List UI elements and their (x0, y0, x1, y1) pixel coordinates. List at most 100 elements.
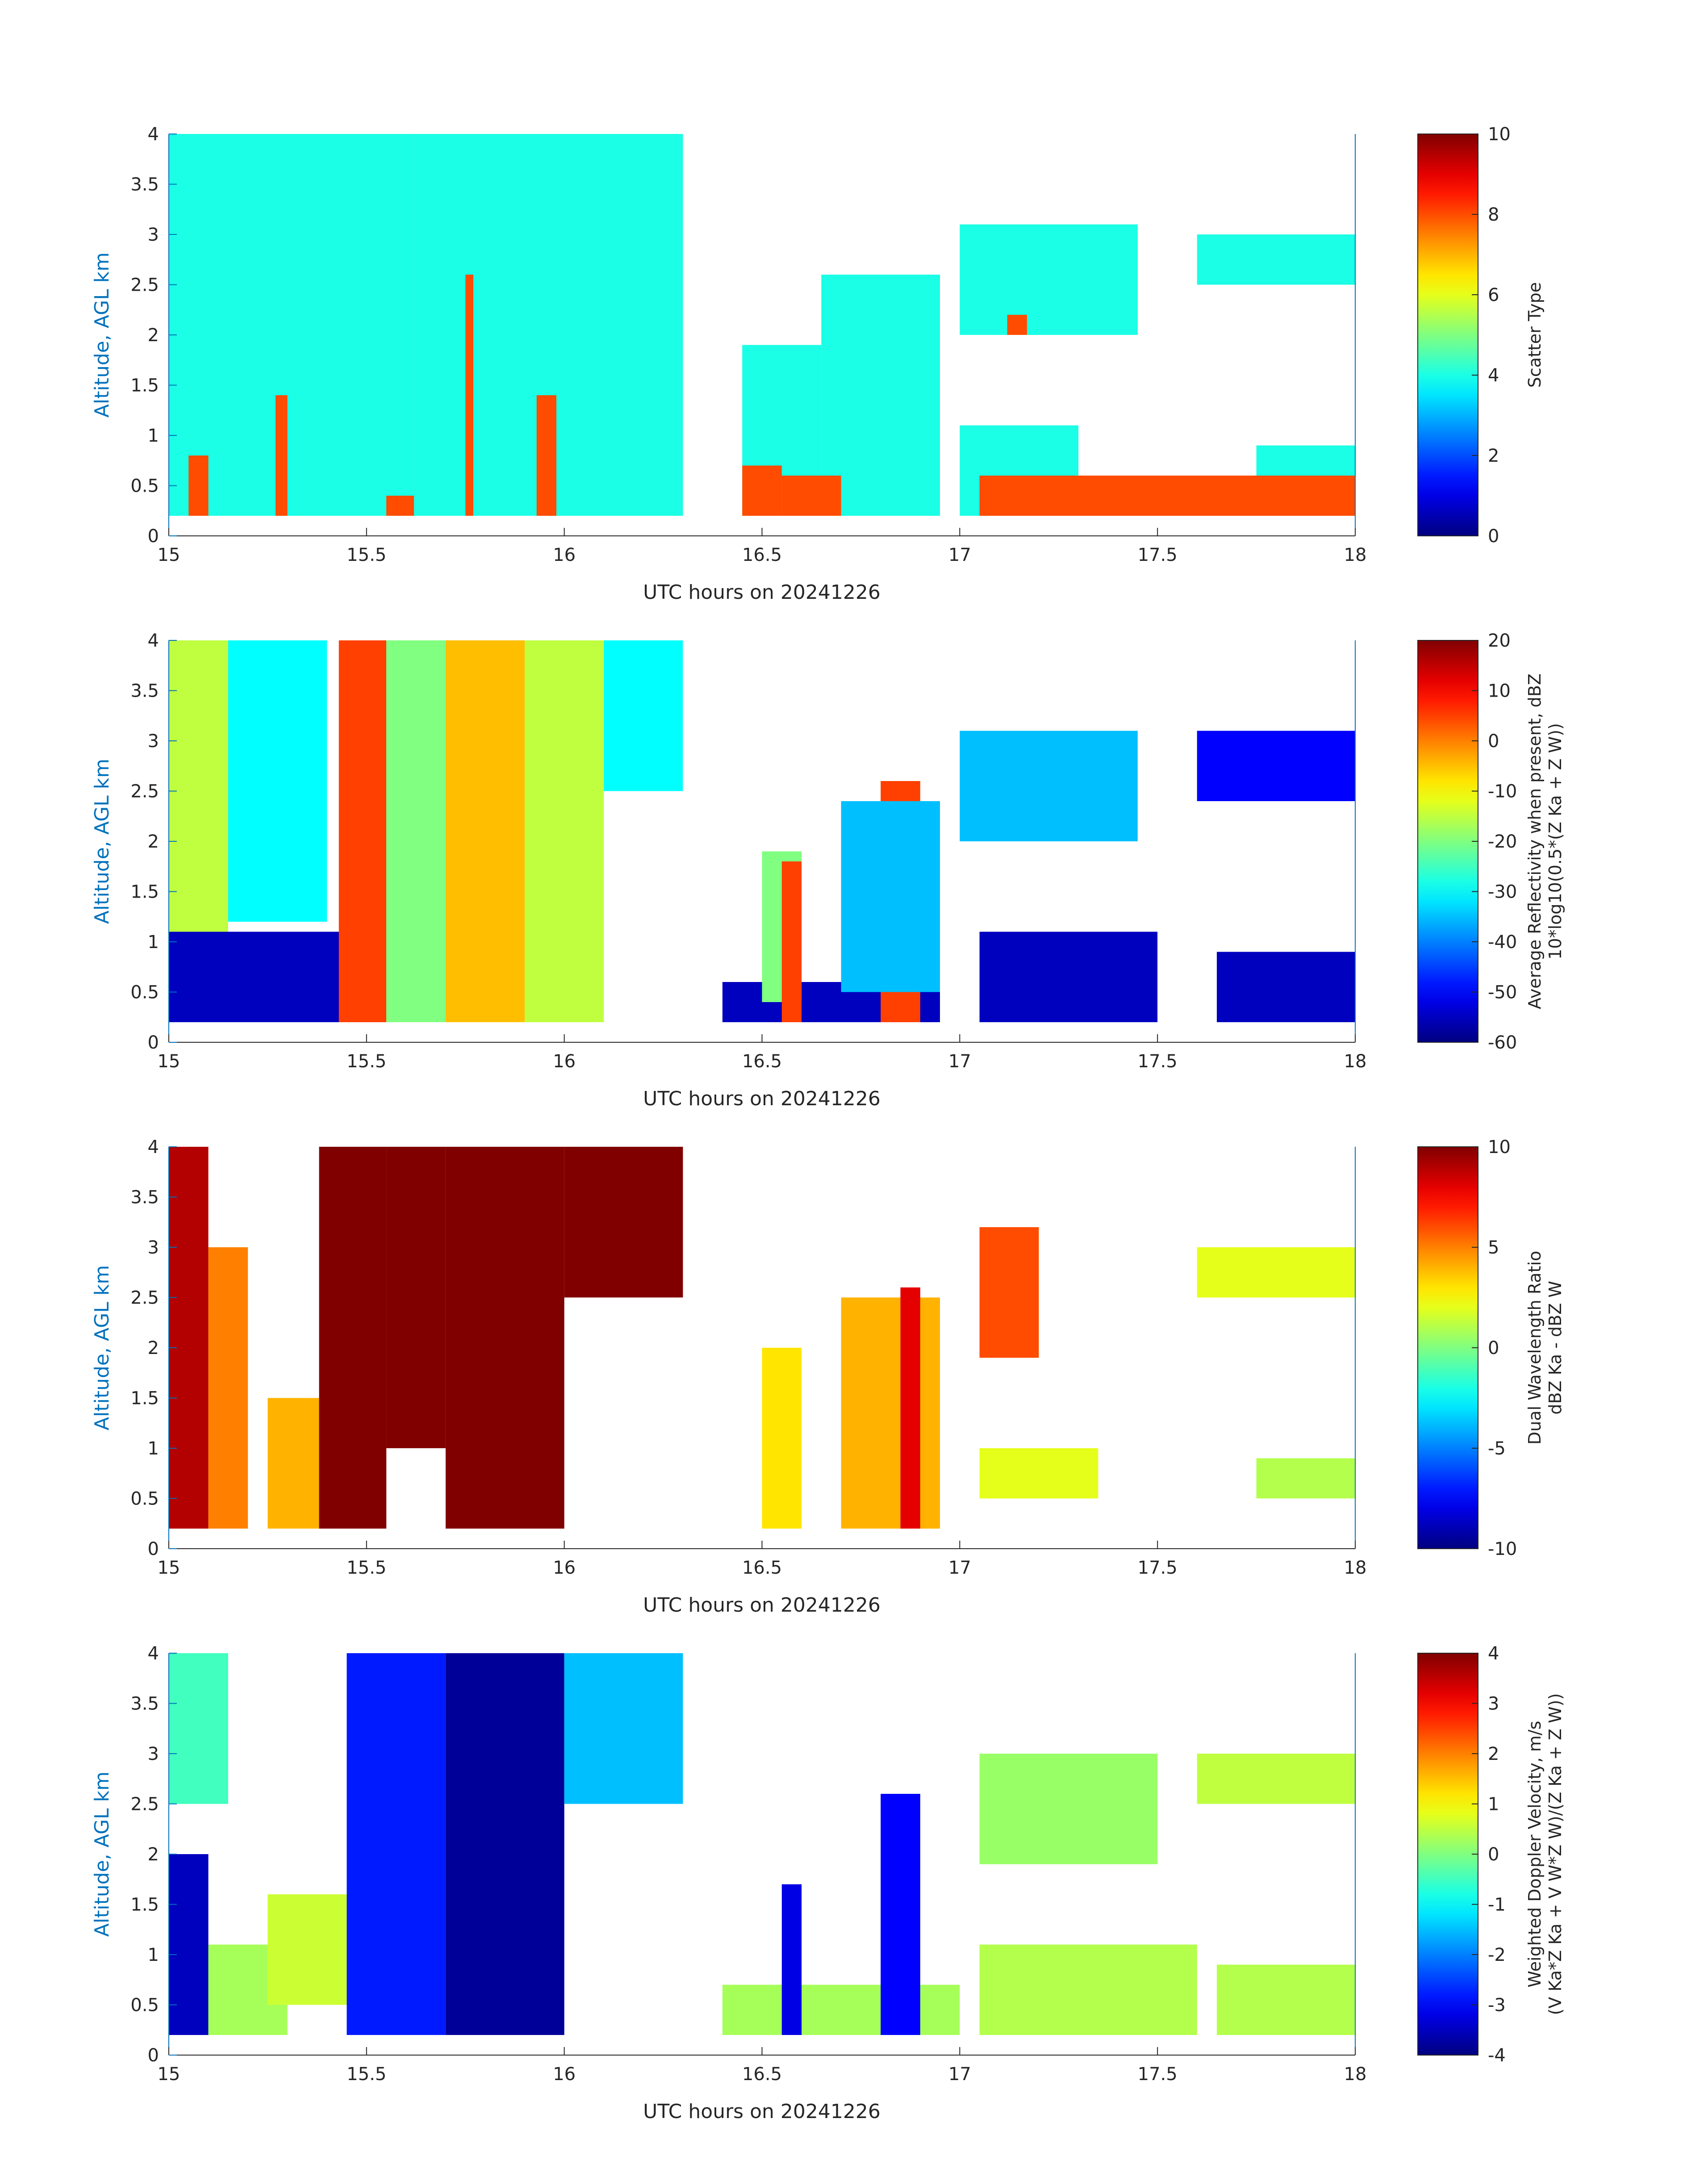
heatmap-cell (446, 1147, 564, 1529)
heatmap-cell (564, 1653, 683, 1804)
heatmap-cell (169, 932, 347, 1022)
x-tick-label: 18 (1344, 545, 1367, 565)
y-tick-label: 0 (148, 1032, 159, 1053)
y-tick-label: 2.5 (130, 781, 159, 802)
heatmap-cell (900, 1287, 920, 1529)
y-tick-label: 0.5 (130, 476, 159, 497)
colorbar (1417, 640, 1478, 1043)
heatmap-cell (386, 1147, 446, 1448)
y-tick-label: 0.5 (130, 1489, 159, 1509)
y-tick-label: 3.5 (130, 175, 159, 195)
y-tick-label: 3.5 (130, 1187, 159, 1208)
heatmap-cell (208, 1247, 248, 1529)
y-tick-label: 1 (148, 932, 159, 953)
x-axis-label: UTC hours on 20241226 (643, 2100, 881, 2123)
heatmap-cell (881, 1794, 920, 2035)
heatmap-cell (319, 1147, 387, 1529)
heatmap-cell (1197, 1247, 1355, 1298)
y-tick-label: 1.5 (130, 376, 159, 396)
heatmap-cell (781, 861, 802, 1022)
colorbar-tick-label: 0 (1488, 1844, 1499, 1865)
x-tick-label: 15 (158, 2064, 180, 2085)
colorbar-tick-label: -3 (1488, 1995, 1506, 2016)
x-tick-label: 16.5 (742, 1558, 782, 1578)
y-tick-label: 1.5 (130, 1388, 159, 1409)
colorbar-tick-label: 20 (1488, 631, 1511, 651)
heatmap-cell (841, 801, 940, 992)
y-tick-label: 2 (148, 832, 159, 852)
x-tick-label: 15.5 (347, 1558, 386, 1578)
heatmap-cell (979, 1448, 1098, 1499)
y-tick-label: 2.5 (130, 1288, 159, 1308)
x-tick-label: 16 (553, 2064, 576, 2085)
x-tick-label: 15.5 (347, 1051, 386, 1072)
colorbar-tick-label: -50 (1488, 982, 1517, 1003)
colorbar-tick-label: 6 (1488, 285, 1499, 305)
y-tick-label: 1.5 (130, 882, 159, 903)
colorbar-tick-label: 10 (1488, 681, 1511, 702)
heatmap-cell (347, 1653, 446, 2035)
y-tick-label: 3 (148, 1744, 159, 1764)
heatmap-cell (1217, 952, 1355, 1022)
y-tick-label: 2.5 (130, 1794, 159, 1815)
heatmap-cell (169, 1653, 228, 1804)
y-tick-label: 0 (148, 2045, 159, 2066)
heatmap-cell (1256, 1458, 1355, 1499)
heatmap-cells (169, 640, 1355, 1022)
heatmap-cell (338, 640, 387, 1022)
colorbar-tick-label: 3 (1488, 1694, 1499, 1714)
x-tick-label: 15 (158, 1558, 180, 1578)
y-tick-label: 1.5 (130, 1895, 159, 1915)
x-tick-label: 18 (1344, 1051, 1367, 1072)
x-tick-label: 16.5 (742, 1051, 782, 1072)
y-axis-label: Altitude, AGL km (91, 252, 113, 418)
heatmap-cell (1197, 731, 1355, 801)
y-tick-label: 4 (148, 1643, 159, 1664)
colorbar-tick-label: 8 (1488, 205, 1499, 225)
x-tick-label: 17 (948, 2064, 971, 2085)
x-axis-label: UTC hours on 20241226 (643, 1594, 881, 1617)
colorbar-tick-label: 0 (1488, 526, 1499, 547)
x-tick-label: 17 (948, 1051, 971, 1072)
heatmap-cell (979, 932, 1158, 1022)
heatmap-cell (446, 1653, 564, 2035)
heatmap-cell (536, 395, 556, 516)
y-tick-label: 3 (148, 1237, 159, 1258)
y-tick-label: 3.5 (130, 681, 159, 702)
y-tick-label: 4 (148, 1137, 159, 1157)
x-tick-label: 17.5 (1138, 1558, 1178, 1578)
x-tick-label: 17.5 (1138, 1051, 1178, 1072)
y-axis-label: Altitude, AGL km (91, 759, 113, 924)
heatmap-cell (1197, 476, 1355, 516)
colorbar-tick-label: 4 (1488, 365, 1499, 386)
y-tick-label: 3 (148, 225, 159, 245)
heatmap-cell (781, 476, 841, 516)
colorbar-label: (V Ka*Z Ka + V W*Z W)/(Z Ka + Z W)) (1545, 1693, 1565, 2015)
heatmap-cell (1007, 315, 1027, 335)
colorbar-label: 10*log10(0.5*(Z Ka + Z W)) (1545, 723, 1565, 960)
heatmap-cell (188, 455, 209, 516)
x-axis-label: UTC hours on 20241226 (643, 1087, 881, 1110)
heatmap-cell (742, 465, 782, 516)
colorbar-tick-label: 2 (1488, 446, 1499, 466)
heatmap-cell (781, 1884, 802, 2035)
colorbar-tick-label: -2 (1488, 1945, 1506, 1965)
y-tick-label: 2 (148, 1338, 159, 1358)
colorbar-tick-label: -4 (1488, 2045, 1506, 2066)
x-tick-label: 17 (948, 545, 971, 565)
heatmap-cell (979, 1754, 1158, 1864)
heatmap-cell (465, 275, 473, 516)
heatmap-cell (386, 496, 414, 516)
colorbar (1417, 134, 1478, 536)
heatmap-cell (979, 1944, 1197, 2035)
heatmap-cell (276, 395, 288, 516)
heatmap-cell (604, 640, 683, 791)
heatmap-cell (386, 640, 446, 1022)
x-tick-label: 17 (948, 1558, 971, 1578)
heatmap-cells (169, 1147, 1355, 1529)
colorbar-tick-label: 5 (1488, 1237, 1499, 1258)
heatmap-cell (762, 1348, 802, 1529)
x-tick-label: 17.5 (1138, 545, 1178, 565)
colorbar-tick-label: -20 (1488, 832, 1517, 852)
colorbar-label: Weighted Doppler Velocity, m/s (1525, 1721, 1545, 1987)
